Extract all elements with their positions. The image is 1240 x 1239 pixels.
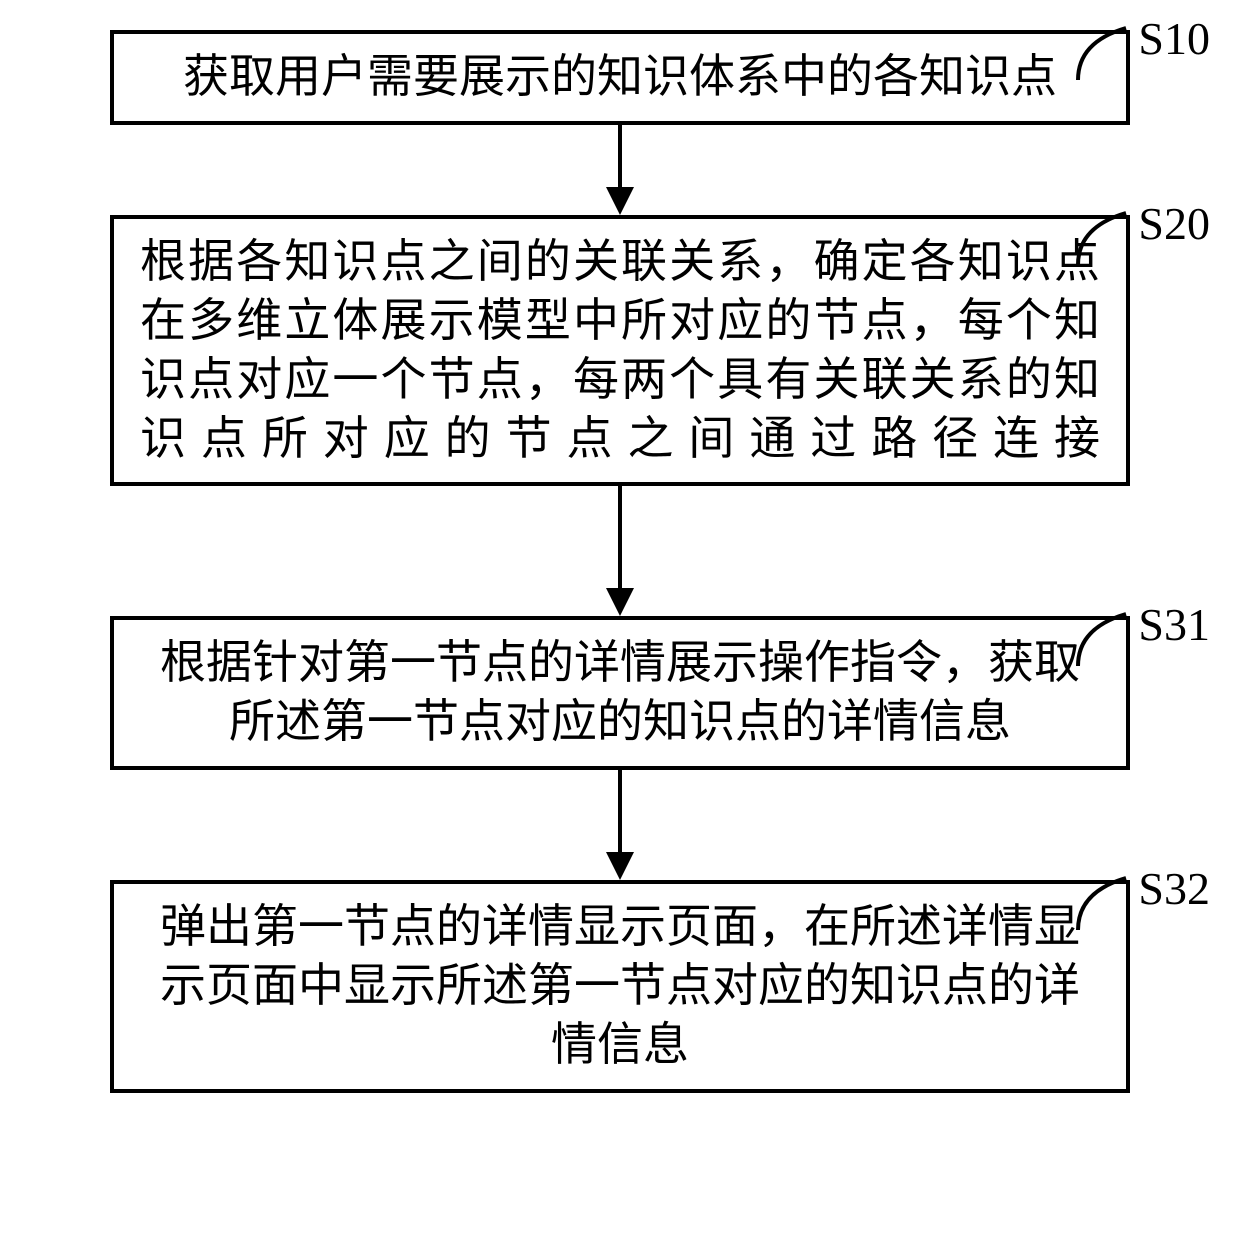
label-curve-s10 <box>1076 22 1136 82</box>
node-s10-text: 获取用户需要展示的知识体系中的各知识点 <box>183 51 1057 102</box>
node-s20-wrap: 根据各知识点之间的关联关系，确定各知识点在多维立体展示模型中所对应的节点，每个知… <box>50 215 1190 487</box>
node-s31-label: S31 <box>1138 598 1210 651</box>
node-s10-wrap: 获取用户需要展示的知识体系中的各知识点 S10 <box>50 30 1190 125</box>
label-curve-s32 <box>1076 872 1136 932</box>
node-s10-label: S10 <box>1138 12 1210 65</box>
node-s20-label: S20 <box>1138 197 1210 250</box>
node-s32-wrap: 弹出第一节点的详情显示页面，在所述详情显示页面中显示所述第一节点对应的知识点的详… <box>50 880 1190 1093</box>
connector-s10-s20 <box>50 125 1190 215</box>
node-s32-label: S32 <box>1138 862 1210 915</box>
node-s20-text: 根据各知识点之间的关联关系，确定各知识点在多维立体展示模型中所对应的节点，每个知… <box>140 236 1100 464</box>
node-s32: 弹出第一节点的详情显示页面，在所述详情显示页面中显示所述第一节点对应的知识点的详… <box>110 880 1130 1093</box>
arrow-icon <box>600 770 640 880</box>
connector-s20-s31 <box>50 486 1190 616</box>
flowchart-container: 获取用户需要展示的知识体系中的各知识点 S10 根据各知识点之间的关联关系，确定… <box>50 30 1190 1093</box>
node-s31: 根据针对第一节点的详情展示操作指令，获取所述第一节点对应的知识点的详情信息 <box>110 616 1130 770</box>
arrow-icon <box>600 125 640 215</box>
node-s10: 获取用户需要展示的知识体系中的各知识点 <box>110 30 1130 125</box>
node-s31-wrap: 根据针对第一节点的详情展示操作指令，获取所述第一节点对应的知识点的详情信息 S3… <box>50 616 1190 770</box>
node-s32-text: 弹出第一节点的详情显示页面，在所述详情显示页面中显示所述第一节点对应的知识点的详… <box>160 901 1080 1070</box>
node-s20: 根据各知识点之间的关联关系，确定各知识点在多维立体展示模型中所对应的节点，每个知… <box>110 215 1130 487</box>
arrow-icon <box>600 486 640 616</box>
label-curve-s31 <box>1076 608 1136 668</box>
label-curve-s20 <box>1076 207 1136 267</box>
connector-s31-s32 <box>50 770 1190 880</box>
node-s31-text: 根据针对第一节点的详情展示操作指令，获取所述第一节点对应的知识点的详情信息 <box>160 637 1080 747</box>
